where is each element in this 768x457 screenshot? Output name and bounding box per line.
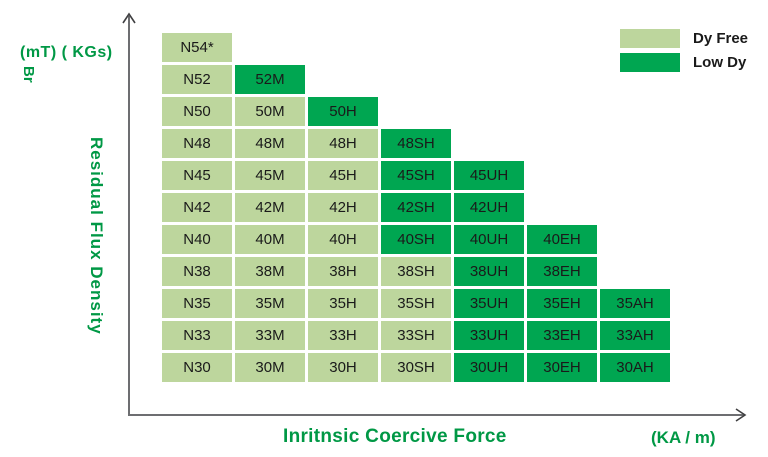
grade-cell-38m: 38M <box>235 257 305 286</box>
grade-cell-n38: N38 <box>162 257 232 286</box>
grade-row: N40 40M 40H 40SH 40UH 40EH <box>162 225 670 254</box>
grade-cell-33eh: 33EH <box>527 321 597 350</box>
grade-cell-42uh: 42UH <box>454 193 524 222</box>
grade-cell-n30: N30 <box>162 353 232 382</box>
grade-cell-45uh: 45UH <box>454 161 524 190</box>
grade-cell-52m: 52M <box>235 65 305 94</box>
grade-grid: N54* N52 52M N50 50M 50H N48 48M 48H 48SH N45 45M 45… <box>162 33 670 382</box>
grade-cell-45m: 45M <box>235 161 305 190</box>
grade-cell-35uh: 35UH <box>454 289 524 318</box>
grade-cell-n42: N42 <box>162 193 232 222</box>
grade-row: N33 33M 33H 33SH 33UH 33EH 33AH <box>162 321 670 350</box>
grade-cell-40m: 40M <box>235 225 305 254</box>
grade-cell-33ah: 33AH <box>600 321 670 350</box>
x-axis-arrow-icon <box>735 408 747 422</box>
dy-free-swatch-icon <box>620 29 680 48</box>
grade-row: N38 38M 38H 38SH 38UH 38EH <box>162 257 670 286</box>
y-axis-arrow-icon <box>122 12 136 24</box>
grade-cell-38sh: 38SH <box>381 257 451 286</box>
low-dy-swatch-icon <box>620 53 680 72</box>
grade-cell-42sh: 42SH <box>381 193 451 222</box>
x-axis-unit-label: (KA / m) <box>651 428 716 447</box>
grade-row: N30 30M 30H 30SH 30UH 30EH 30AH <box>162 353 670 382</box>
grade-cell-33sh: 33SH <box>381 321 451 350</box>
grade-cell-38uh: 38UH <box>454 257 524 286</box>
x-axis-title: Inritnsic Coercive Force <box>283 426 507 447</box>
grade-cell-30sh: 30SH <box>381 353 451 382</box>
grade-cell-33m: 33M <box>235 321 305 350</box>
grade-cell-n40: N40 <box>162 225 232 254</box>
grade-cell-n50: N50 <box>162 97 232 126</box>
grade-row: N35 35M 35H 35SH 35UH 35EH 35AH <box>162 289 670 318</box>
legend-label-dy-free: Dy Free <box>693 30 749 47</box>
grade-cell-30ah: 30AH <box>600 353 670 382</box>
grade-cell-33uh: 33UH <box>454 321 524 350</box>
grade-cell-38eh: 38EH <box>527 257 597 286</box>
grade-cell-50h: 50H <box>308 97 378 126</box>
grade-cell-50m: 50M <box>235 97 305 126</box>
legend: Dy Free Low Dy <box>620 29 748 72</box>
grade-cell-n54: N54* <box>162 33 232 62</box>
y-axis-symbol-label: Br <box>20 66 37 83</box>
grade-cell-n33: N33 <box>162 321 232 350</box>
grade-cell-40uh: 40UH <box>454 225 524 254</box>
grade-cell-45h: 45H <box>308 161 378 190</box>
grade-row: N42 42M 42H 42SH 42UH <box>162 193 670 222</box>
grade-cell-30uh: 30UH <box>454 353 524 382</box>
grade-cell-35ah: 35AH <box>600 289 670 318</box>
grade-cell-48h: 48H <box>308 129 378 158</box>
grade-cell-35h: 35H <box>308 289 378 318</box>
grade-row: N48 48M 48H 48SH <box>162 129 670 158</box>
grade-cell-38h: 38H <box>308 257 378 286</box>
legend-item-dy-free: Dy Free <box>620 29 748 48</box>
grade-cell-35eh: 35EH <box>527 289 597 318</box>
grade-row: N50 50M 50H <box>162 97 670 126</box>
grade-row: N52 52M <box>162 65 670 94</box>
grade-cell-n48: N48 <box>162 129 232 158</box>
y-axis-title: Residual Flux Density <box>87 137 106 335</box>
grade-row: N45 45M 45H 45SH 45UH <box>162 161 670 190</box>
grade-cell-48m: 48M <box>235 129 305 158</box>
legend-item-low-dy: Low Dy <box>620 53 748 72</box>
grade-cell-40sh: 40SH <box>381 225 451 254</box>
grade-cell-35sh: 35SH <box>381 289 451 318</box>
legend-label-low-dy: Low Dy <box>693 54 747 71</box>
grade-cell-n35: N35 <box>162 289 232 318</box>
grade-cell-33h: 33H <box>308 321 378 350</box>
grade-cell-30m: 30M <box>235 353 305 382</box>
grade-cell-35m: 35M <box>235 289 305 318</box>
grade-cell-30eh: 30EH <box>527 353 597 382</box>
grade-row: N54* <box>162 33 670 62</box>
grade-cell-45sh: 45SH <box>381 161 451 190</box>
grade-cell-40eh: 40EH <box>527 225 597 254</box>
grade-cell-42m: 42M <box>235 193 305 222</box>
grade-cell-30h: 30H <box>308 353 378 382</box>
grade-cell-n52: N52 <box>162 65 232 94</box>
grade-cell-40h: 40H <box>308 225 378 254</box>
grade-cell-48sh: 48SH <box>381 129 451 158</box>
grade-cell-42h: 42H <box>308 193 378 222</box>
grade-cell-n45: N45 <box>162 161 232 190</box>
y-axis-unit-label: (mT) ( KGs) <box>20 44 113 61</box>
